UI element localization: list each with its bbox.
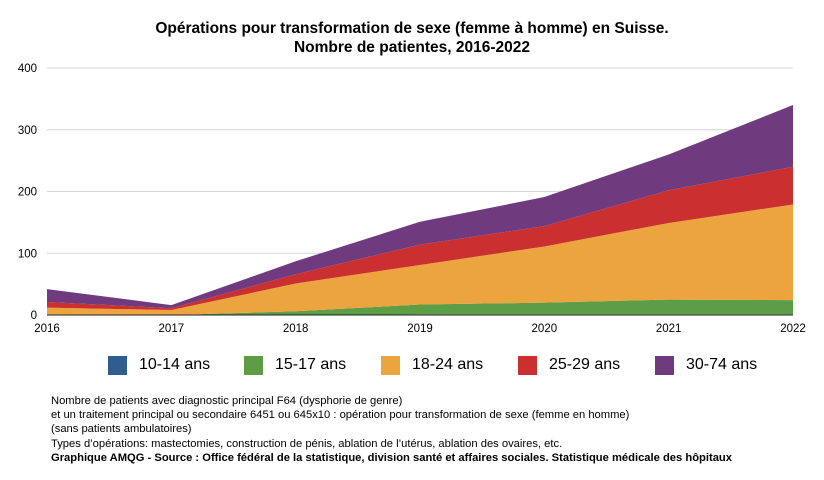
chart-title-line-1: Opérations pour transformation de sexe (…	[155, 20, 669, 37]
legend-swatch	[655, 355, 674, 375]
chart-title: Opérations pour transformation de sexe (…	[0, 19, 824, 57]
y-tick-label-200: 200	[18, 187, 37, 199]
legend-item-25-29-ans: 25-29 ans	[518, 353, 620, 377]
source-line: Graphique AMQG - Source : Office fédéral…	[51, 451, 732, 464]
x-tick-label-2017: 2017	[159, 323, 185, 335]
y-tick-label-400: 400	[18, 63, 37, 75]
y-tick-label-300: 300	[18, 125, 37, 137]
area-chart: 0 100 200 300 400 2016 2017 2018 2019 2020 2021 202…	[18, 63, 806, 335]
x-tick-label-2019: 2019	[407, 323, 433, 335]
chart-notes: Nombre de patients avec diagnostic princ…	[51, 394, 732, 465]
area-series-25-29-ans	[47, 166, 793, 311]
note-line-1: Nombre de patients avec diagnostic princ…	[51, 395, 403, 407]
legend-label: 15-17 ans	[275, 356, 347, 373]
legend-swatch	[244, 355, 263, 375]
legend-label: 30-74 ans	[686, 356, 758, 373]
legend-label: 25-29 ans	[549, 356, 621, 373]
legend-swatch	[518, 355, 537, 375]
y-tick-label-0: 0	[31, 310, 37, 322]
legend-item-10-14-ans: 10-14 ans	[108, 353, 210, 377]
legend-item-30-74-ans: 30-74 ans	[655, 353, 757, 377]
legend-swatch	[381, 355, 400, 375]
legend-label: 18-24 ans	[412, 356, 484, 373]
x-tick-label-2022: 2022	[780, 323, 806, 335]
area-series-18-24-ans	[47, 204, 793, 315]
note-line-4: Types d’opérations: mastectomies, constr…	[51, 437, 563, 450]
chart-title-line-2: Nombre de patientes, 2016-2022	[293, 39, 531, 56]
legend-label: 10-14 ans	[139, 356, 211, 373]
area-series-15-17-ans	[47, 299, 793, 315]
x-tick-label-2016: 2016	[34, 323, 60, 335]
legend-item-18-24-ans: 18-24 ans	[381, 353, 483, 377]
legend-item-15-17-ans: 15-17 ans	[244, 353, 346, 377]
x-tick-label-2021: 2021	[656, 323, 682, 335]
note-line-3: (sans patients ambulatoires)	[51, 423, 192, 436]
chart-legend: 10-14 ans 15-17 ans 18-24 ans 25-29 ans 30-7…	[0, 353, 824, 377]
legend-swatch	[108, 355, 127, 375]
x-tick-label-2018: 2018	[283, 323, 309, 335]
note-line-2: et un traitement principal ou secondaire…	[51, 409, 630, 422]
y-tick-label-100: 100	[18, 248, 37, 260]
x-tick-label-2020: 2020	[532, 323, 558, 335]
